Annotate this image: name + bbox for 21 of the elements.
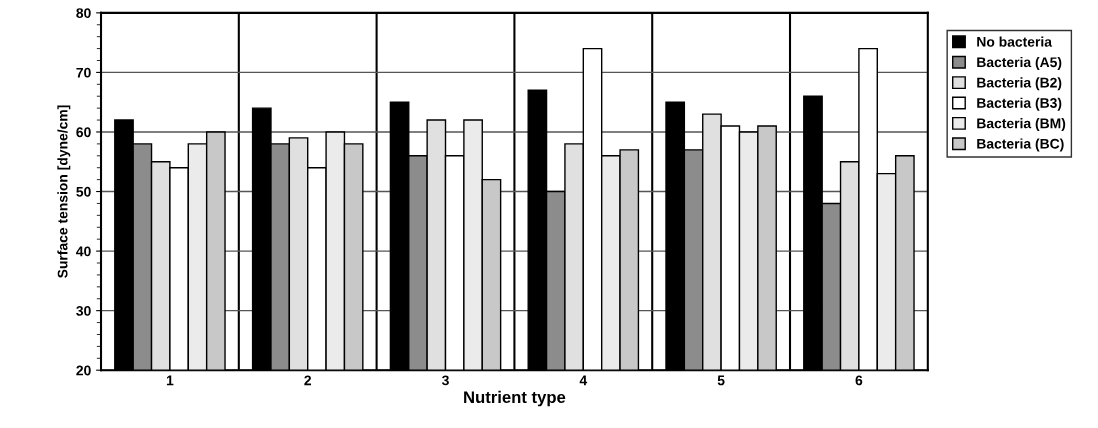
y-tick-label: 20 xyxy=(76,365,91,376)
y-tick-label: 30 xyxy=(76,305,91,316)
y-tick-label: 60 xyxy=(76,127,91,138)
y-tick-label: 40 xyxy=(76,246,91,257)
legend-label: Bacteria (B2) xyxy=(977,77,1062,91)
y-tick-label: 70 xyxy=(76,67,91,78)
x-tick-label: 3 xyxy=(441,375,449,386)
legend-label: Bacteria (A5) xyxy=(977,56,1062,70)
y-axis-title: Surface tension [dyne/cm] xyxy=(57,105,71,278)
legend-label: Bacteria (B3) xyxy=(977,97,1062,111)
x-tick-label: 4 xyxy=(579,375,588,386)
y-tick-label: 80 xyxy=(76,8,91,19)
x-tick-label: 5 xyxy=(717,375,725,386)
x-axis-title: Nutrient type xyxy=(464,390,566,407)
x-tick-label: 2 xyxy=(304,375,312,386)
x-tick-label: 6 xyxy=(855,375,863,386)
y-tick-label: 50 xyxy=(76,186,91,197)
legend-label: No bacteria xyxy=(977,36,1053,47)
legend-label: Bacteria (BC) xyxy=(977,138,1064,152)
legend-label: Bacteria (BM) xyxy=(977,118,1066,132)
x-tick-label: 1 xyxy=(166,375,174,386)
